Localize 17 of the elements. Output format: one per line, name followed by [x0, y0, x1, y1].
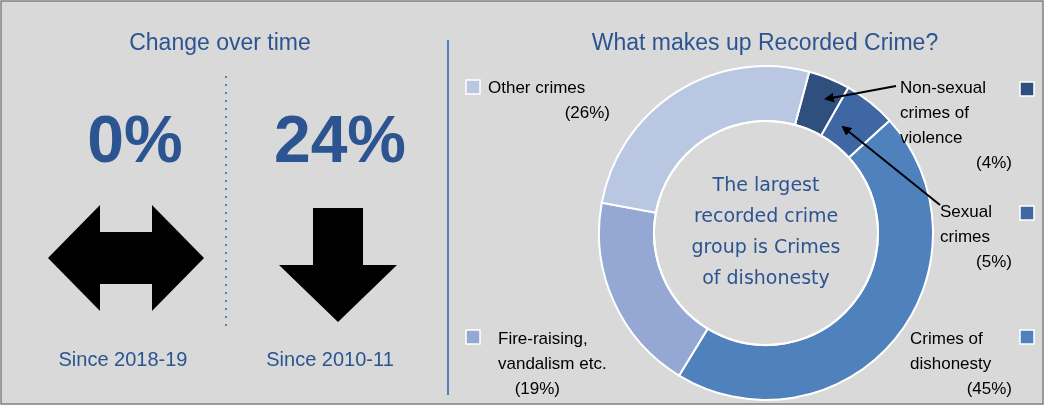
text: 0% — [87, 102, 183, 176]
text: Change over time — [129, 29, 311, 55]
slice-label: Other crimes — [488, 78, 586, 97]
data-label: (5%) — [976, 252, 1012, 271]
text: The largest recorded crime group is Crimes of dishonesty — [691, 173, 841, 288]
data-label: (4%) — [976, 153, 1012, 172]
legend-label: Sexual crimes — [940, 202, 992, 246]
text: Since 2018-19 — [58, 348, 188, 370]
data-label: (45%) — [966, 379, 1012, 398]
data-label: (26%) — [564, 103, 610, 122]
chart-title: What makes up Recorded Crime? — [591, 29, 939, 55]
data-label: (19%) — [514, 379, 560, 398]
text: 24% — [273, 102, 407, 176]
legend-label: Non-sexual crimes of violence — [900, 78, 986, 147]
text: Since 2010-11 — [266, 348, 394, 370]
slice-label: Fire-raising, vandalism etc. — [498, 329, 607, 373]
legend-label: Crimes of dishonesty — [910, 329, 992, 373]
